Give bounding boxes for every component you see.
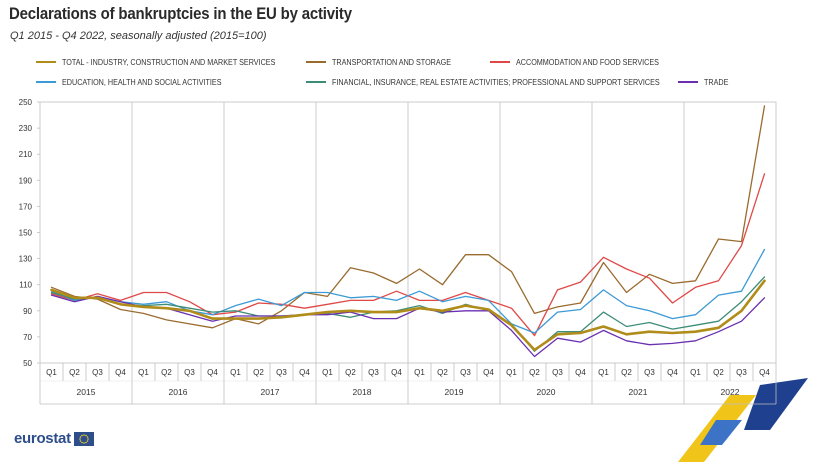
x-tick-label: Q2 [621, 368, 632, 377]
x-tick-label: Q4 [759, 368, 770, 377]
x-tick-label: Q2 [713, 368, 724, 377]
y-tick-label: 230 [19, 124, 33, 133]
x-tick-label: Q4 [667, 368, 678, 377]
series-line-0 [50, 279, 766, 352]
legend-swatch-accommodation [490, 61, 510, 63]
x-tick-label: Q4 [483, 368, 494, 377]
legend-item-financial: FINANCIAL, INSURANCE, REAL ESTATE ACTIVI… [306, 76, 696, 88]
legend-item-transportation: TRANSPORTATION AND STORAGE [306, 56, 464, 68]
x-tick-label: Q2 [437, 368, 448, 377]
chart-series [50, 105, 766, 358]
y-tick-label: 190 [19, 176, 33, 185]
series-line-3 [50, 248, 766, 334]
x-tick-label: Q3 [552, 368, 563, 377]
year-label: 2017 [261, 387, 280, 397]
y-tick-label: 250 [19, 98, 33, 107]
x-tick-label: Q3 [460, 368, 471, 377]
logo-text: eurostat [14, 430, 71, 447]
chart-grid [39, 101, 777, 364]
y-tick-label: 130 [19, 255, 33, 264]
year-label: 2016 [169, 387, 188, 397]
x-tick-label: Q4 [299, 368, 310, 377]
x-tick-label: Q4 [391, 368, 402, 377]
x-tick-label: Q4 [575, 368, 586, 377]
x-tick-label: Q1 [506, 368, 517, 377]
eurostat-logo: eurostat [14, 430, 94, 447]
x-tick-label: Q3 [276, 368, 287, 377]
x-axis: Q1 Q2 Q3 Q4 Q1 Q2 Q3 Q4 Q1 Q2 Q3 Q4 Q1 Q2 Q3 Q4 Q1 Q2 Q3 Q4… [39, 363, 777, 405]
legend-label-transportation: TRANSPORTATION AND STORAGE [332, 57, 452, 67]
year-label: 2022 [721, 387, 740, 397]
x-tick-label: Q1 [138, 368, 149, 377]
chart-subtitle: Q1 2015 - Q4 2022, seasonally adjusted (… [10, 30, 267, 42]
x-tick-label: Q2 [69, 368, 80, 377]
x-tick-label: Q2 [253, 368, 264, 377]
x-tick-label: Q3 [736, 368, 747, 377]
year-label: 2019 [445, 387, 464, 397]
legend-label-accommodation: ACCOMMODATION AND FOOD SERVICES [516, 57, 659, 67]
y-tick-label: 70 [23, 333, 32, 342]
legend-label-education: EDUCATION, HEALTH AND SOCIAL ACTIVITIES [62, 77, 222, 87]
x-tick-label: Q4 [207, 368, 218, 377]
series-line-4 [50, 276, 766, 352]
legend-swatch-transportation [306, 61, 326, 63]
legend-item-education: EDUCATION, HEALTH AND SOCIAL ACTIVITIES [36, 76, 239, 88]
legend-label-trade: TRADE [704, 77, 729, 87]
x-tick-label: Q1 [46, 368, 57, 377]
x-tick-label: Q1 [230, 368, 241, 377]
y-tick-label: 50 [23, 359, 32, 368]
year-label: 2015 [77, 387, 96, 397]
x-tick-label: Q3 [184, 368, 195, 377]
legend-label-total: TOTAL - INDUSTRY, CONSTRUCTION AND MARKE… [62, 57, 276, 67]
x-tick-label: Q1 [690, 368, 701, 377]
eu-flag-icon [73, 431, 94, 446]
legend-item-accommodation: ACCOMMODATION AND FOOD SERVICES [490, 56, 675, 68]
chart-legend: TOTAL - INDUSTRY, CONSTRUCTION AND MARKE… [0, 0, 813, 100]
y-tick-label: 150 [19, 229, 33, 238]
x-tick-label: Q3 [368, 368, 379, 377]
year-label: 2018 [353, 387, 372, 397]
x-tick-label: Q3 [644, 368, 655, 377]
legend-swatch-total [36, 61, 56, 63]
x-tick-label: Q1 [414, 368, 425, 377]
decorative-corner-graphic [678, 378, 808, 462]
y-tick-label: 170 [19, 202, 33, 211]
legend-swatch-trade [678, 81, 698, 83]
x-tick-label: Q2 [161, 368, 172, 377]
x-tick-label: Q3 [92, 368, 103, 377]
x-tick-label: Q2 [345, 368, 356, 377]
y-tick-label: 210 [19, 150, 33, 159]
x-tick-label: Q4 [115, 368, 126, 377]
legend-label-financial: FINANCIAL, INSURANCE, REAL ESTATE ACTIVI… [332, 77, 660, 87]
year-label: 2021 [629, 387, 648, 397]
legend-swatch-education [36, 81, 56, 83]
legend-item-total: TOTAL - INDUSTRY, CONSTRUCTION AND MARKE… [36, 56, 299, 68]
y-axis: 50 70 90 110 130 150 170 190 210 230 250 [19, 98, 40, 368]
y-tick-label: 90 [23, 307, 32, 316]
legend-swatch-financial [306, 81, 326, 83]
x-tick-label: Q1 [598, 368, 609, 377]
x-tick-label: Q1 [322, 368, 333, 377]
x-tick-label: Q2 [529, 368, 540, 377]
year-label: 2020 [537, 387, 556, 397]
y-tick-label: 110 [19, 281, 32, 290]
chart-title: Declarations of bankruptcies in the EU b… [9, 4, 352, 23]
legend-item-trade: TRADE [678, 76, 731, 88]
